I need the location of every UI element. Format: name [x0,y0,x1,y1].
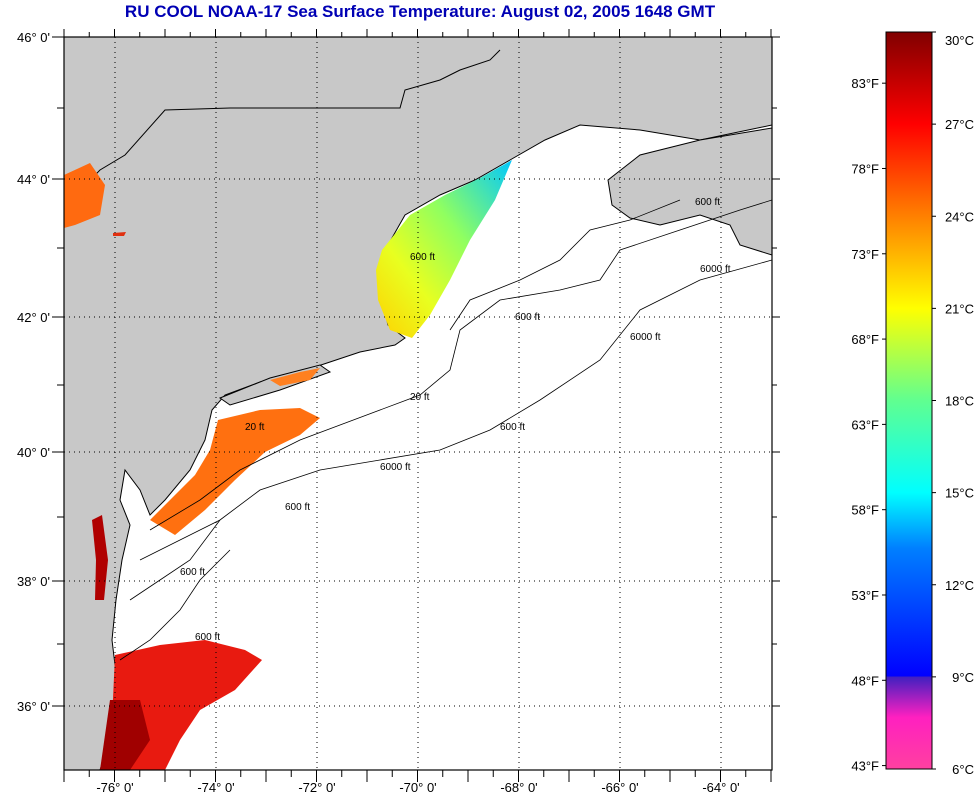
contour-label: 20 ft [410,392,430,403]
celsius-label: 21°C [945,301,974,316]
contour-label: 600 ft [285,502,310,513]
lat-label: 42° 0' [17,310,50,325]
contour-label: 600 ft [410,252,435,263]
colorbar: 30°C 27°C 24°C 21°C 18°C 15°C 12°C 9°C 6°C 83°F 78… [851,31,974,777]
contour-label: 20 ft [245,422,265,433]
sst-nc-coast [100,700,150,770]
fahrenheit-label: 73°F [851,247,879,262]
celsius-label: 18°C [945,394,974,409]
lon-label: -72° 0' [298,780,335,795]
celsius-label: 6°C [952,762,974,777]
axis-ticks [52,29,780,782]
fahrenheit-label: 83°F [851,76,879,91]
fahrenheit-label: 78°F [851,161,879,176]
celsius-label: 27°C [945,117,974,132]
border-line [64,49,501,208]
fahrenheit-label: 58°F [851,503,879,518]
sst-chesapeake [92,515,108,600]
lat-axis-labels: 46° 0' 44° 0' 42° 0' 40° 0' 38° 0' 36° 0… [17,30,50,714]
contour-label: 600 ft [515,312,540,323]
contour-label: 6000 ft [700,264,731,275]
lat-label: 44° 0' [17,172,50,187]
sst-gulf-of-maine [376,160,512,338]
lat-label: 36° 0' [17,699,50,714]
bathymetry-contours [119,199,772,661]
contour-label: 6000 ft [630,332,661,343]
lon-label: -70° 0' [399,780,436,795]
lon-label: -66° 0' [601,780,638,795]
celsius-label: 15°C [945,486,974,501]
lon-label: -74° 0' [197,780,234,795]
contour-label: 6000 ft [380,462,411,473]
fahrenheit-label: 68°F [851,332,879,347]
lat-label: 40° 0' [17,445,50,460]
contour-label: 600 ft [500,422,525,433]
fahrenheit-label: 63°F [851,417,879,432]
lon-axis-labels: -76° 0' -74° 0' -72° 0' -70° 0' -68° 0' … [96,780,739,795]
celsius-label: 12°C [945,578,974,593]
colorbar-gradient [885,31,933,770]
land-nova-scotia [607,127,772,256]
lat-label: 46° 0' [17,30,50,45]
fahrenheit-label: 48°F [851,673,879,688]
sst-li-sound [270,368,320,386]
lat-label: 38° 0' [17,574,50,589]
gridlines [64,37,772,770]
fahrenheit-label: 43°F [851,759,879,774]
lon-label: -64° 0' [702,780,739,795]
lon-label: -76° 0' [96,780,133,795]
fahrenheit-label: 53°F [851,588,879,603]
sst-small-patch [113,232,126,236]
celsius-label: 24°C [945,209,974,224]
contour-labels: 600 ft 600 ft 600 ft 6000 ft 6000 ft 600… [180,197,731,643]
contour-label: 600 ft [695,197,720,208]
sst-mid-atlantic [150,408,320,535]
map-title: RU COOL NOAA-17 Sea Surface Temperature:… [124,2,716,21]
celsius-label: 30°C [945,33,974,48]
contour-label: 600 ft [180,567,205,578]
lon-label: -68° 0' [500,780,537,795]
celsius-label: 9°C [952,670,974,685]
contour-label: 600 ft [195,632,220,643]
